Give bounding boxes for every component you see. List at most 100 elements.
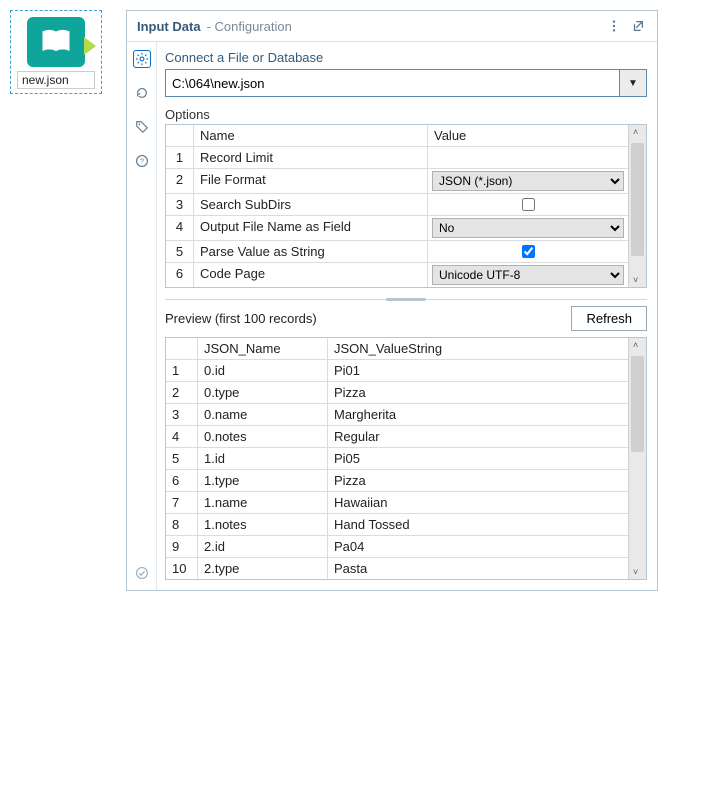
options-row-value	[428, 240, 628, 262]
preview-scrollbar[interactable]: ˄ ˅	[628, 338, 646, 579]
preview-row-index: 10	[166, 557, 198, 579]
preview-cell-json-value: Pizza	[328, 381, 628, 403]
preview-header-col1: JSON_Name	[198, 338, 328, 359]
refresh-icon[interactable]	[133, 84, 151, 102]
preview-title: Preview (first 100 records)	[165, 311, 317, 326]
preview-cell-json-name: 1.id	[198, 447, 328, 469]
connect-label: Connect a File or Database	[165, 50, 647, 65]
preview-row: 81.notesHand Tossed	[166, 513, 628, 535]
kebab-menu-icon[interactable]	[605, 17, 623, 35]
popout-icon[interactable]	[629, 17, 647, 35]
options-row: 3Search SubDirs	[166, 193, 628, 215]
options-row-index: 3	[166, 193, 194, 215]
preview-grid: JSON_NameJSON_ValueString10.idPi0120.typ…	[165, 337, 647, 580]
preview-cell-json-value: Pizza	[328, 469, 628, 491]
preview-cell-json-value: Pa04	[328, 535, 628, 557]
node-label: new.json	[17, 71, 95, 89]
option-select[interactable]: No	[432, 218, 624, 238]
options-grid: NameValue1Record Limit2File FormatJSON (…	[165, 124, 647, 288]
options-title: Options	[165, 107, 647, 122]
options-header-value: Value	[428, 125, 628, 146]
preview-cell-json-value: Regular	[328, 425, 628, 447]
preview-row-index: 9	[166, 535, 198, 557]
preview-cell-json-value: Pi01	[328, 359, 628, 381]
options-row-value: Unicode UTF-8	[428, 262, 628, 287]
options-row-name: Search SubDirs	[194, 193, 428, 215]
option-select[interactable]: Unicode UTF-8	[432, 265, 624, 285]
canvas-node[interactable]: new.json	[10, 10, 102, 94]
preview-header-blank	[166, 338, 198, 359]
preview-cell-json-name: 1.notes	[198, 513, 328, 535]
preview-cell-json-value: Pasta	[328, 557, 628, 579]
options-row: 1Record Limit	[166, 146, 628, 168]
preview-cell-json-value: Margherita	[328, 403, 628, 425]
file-path-input[interactable]	[165, 69, 619, 97]
panel-header: Input Data - Configuration	[127, 11, 657, 41]
preview-row-index: 4	[166, 425, 198, 447]
preview-row-index: 2	[166, 381, 198, 403]
config-panel: Input Data - Configuration	[126, 10, 658, 591]
panel-subtitle: - Configuration	[207, 19, 292, 34]
options-row-index: 4	[166, 215, 194, 240]
check-circle-icon[interactable]	[133, 564, 151, 582]
options-row-index: 6	[166, 262, 194, 287]
tag-icon[interactable]	[133, 118, 151, 136]
options-header-blank	[166, 125, 194, 146]
splitter[interactable]	[165, 296, 647, 302]
preview-row-index: 8	[166, 513, 198, 535]
scroll-thumb[interactable]	[631, 143, 644, 256]
gear-icon[interactable]	[133, 50, 151, 68]
open-book-icon	[38, 24, 74, 60]
refresh-button[interactable]: Refresh	[571, 306, 647, 331]
preview-row-index: 3	[166, 403, 198, 425]
panel-title: Input Data	[137, 19, 201, 34]
option-checkbox[interactable]	[522, 245, 535, 258]
preview-cell-json-name: 2.type	[198, 557, 328, 579]
preview-cell-json-name: 0.type	[198, 381, 328, 403]
preview-row: 92.idPa04	[166, 535, 628, 557]
options-header-name: Name	[194, 125, 428, 146]
options-scrollbar[interactable]: ˄ ˅	[628, 125, 646, 287]
options-row-index: 1	[166, 146, 194, 168]
options-row-value: No	[428, 215, 628, 240]
preview-row: 51.idPi05	[166, 447, 628, 469]
options-row-value: JSON (*.json)	[428, 168, 628, 193]
scroll-up-icon[interactable]: ˄	[633, 340, 638, 350]
preview-row: 61.typePizza	[166, 469, 628, 491]
options-row-name: File Format	[194, 168, 428, 193]
options-row-index: 5	[166, 240, 194, 262]
preview-row-index: 7	[166, 491, 198, 513]
scroll-down-icon[interactable]: ˅	[633, 275, 638, 285]
preview-cell-json-name: 1.type	[198, 469, 328, 491]
input-data-tool-icon	[27, 17, 85, 67]
svg-text:?: ?	[140, 159, 144, 166]
preview-row: 40.notesRegular	[166, 425, 628, 447]
preview-cell-json-value: Pi05	[328, 447, 628, 469]
options-row: 2File FormatJSON (*.json)	[166, 168, 628, 193]
options-row-name: Parse Value as String	[194, 240, 428, 262]
preview-row: 30.nameMargherita	[166, 403, 628, 425]
options-row-index: 2	[166, 168, 194, 193]
node-output-port[interactable]	[84, 37, 96, 55]
option-select[interactable]: JSON (*.json)	[432, 171, 624, 191]
options-row-value	[428, 193, 628, 215]
scroll-down-icon[interactable]: ˅	[633, 567, 638, 577]
preview-header-col2: JSON_ValueString	[328, 338, 628, 359]
preview-row-index: 6	[166, 469, 198, 491]
preview-cell-json-name: 0.id	[198, 359, 328, 381]
scroll-up-icon[interactable]: ˄	[633, 127, 638, 137]
preview-row-index: 5	[166, 447, 198, 469]
side-tab-strip: ?	[127, 42, 157, 590]
preview-row-index: 1	[166, 359, 198, 381]
preview-cell-json-name: 2.id	[198, 535, 328, 557]
options-row-name: Record Limit	[194, 146, 428, 168]
scroll-thumb[interactable]	[631, 356, 644, 452]
preview-cell-json-name: 0.notes	[198, 425, 328, 447]
preview-cell-json-name: 1.name	[198, 491, 328, 513]
option-checkbox[interactable]	[522, 198, 535, 211]
help-icon[interactable]: ?	[133, 152, 151, 170]
file-picker: ▼	[165, 69, 647, 97]
file-dropdown-button[interactable]: ▼	[619, 69, 647, 97]
preview-row: 20.typePizza	[166, 381, 628, 403]
preview-row: 71.nameHawaiian	[166, 491, 628, 513]
